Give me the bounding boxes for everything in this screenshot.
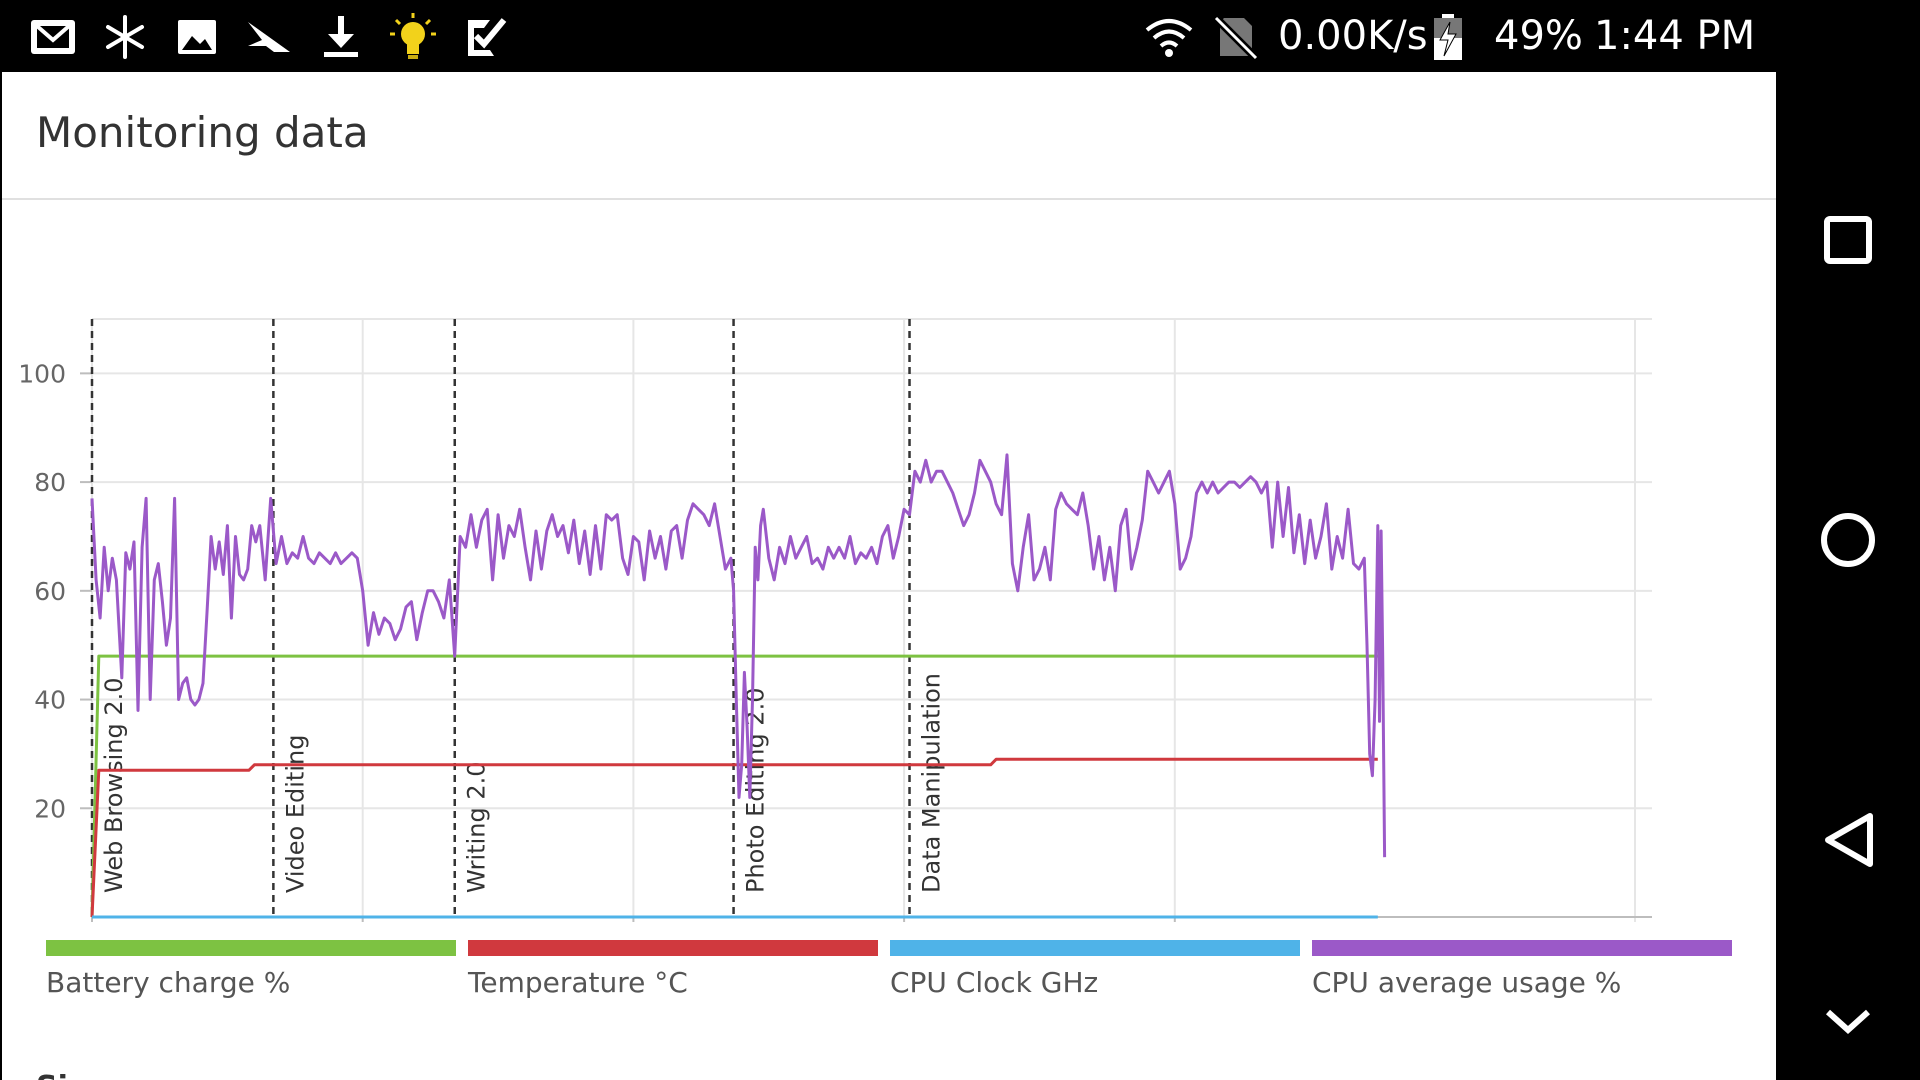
download-icon [324,16,358,57]
legend-label: CPU Clock GHz [890,966,1099,999]
legend-swatch [46,940,456,956]
legend-label: Battery charge % [46,966,291,999]
card-title: Monitoring data [36,108,369,157]
next-section-heading: Si [36,1070,68,1080]
home-circle-icon[interactable] [1798,490,1898,590]
y-tick-label: 100 [18,359,66,388]
test-markers: Web Browsing 2.0 Video Editing Writing 2.0… [90,319,946,917]
series-lines [90,453,1387,919]
axes: 2040608010000:0001:4003:2005:0006:40 [18,359,1652,922]
monitoring-chart: 2040608010000:0001:4003:2005:0006:40 Web… [18,318,1652,922]
back-triangle-icon[interactable] [1798,790,1898,890]
clock: 1:44 PM [1594,13,1756,59]
chevron-down-icon[interactable] [1798,970,1898,1070]
battery-charging-icon [1434,14,1462,60]
legend-item-cpu-clock[interactable]: CPU Clock GHz [890,940,1300,1004]
legend-swatch [468,940,878,956]
series-line-battery [90,654,1378,918]
series-line-cpu-usage [90,453,1387,858]
y-tick-label: 20 [34,794,66,823]
recents-square-icon[interactable] [1798,190,1898,290]
legend-swatch [890,940,1300,956]
legend-item-temperature[interactable]: Temperature °C [468,940,878,1004]
legend-label: CPU average usage % [1312,966,1622,999]
y-tick-label: 60 [34,577,66,606]
battery-percent: 49% [1494,13,1583,59]
monitoring-card: Monitoring data 2040608010000:0001:4003:… [2,72,1776,1080]
test-marker-label: Writing 2.0 [463,761,491,893]
navigation-bar [1776,0,1920,1080]
test-marker-label: Web Browsing 2.0 [100,678,128,893]
y-tick-label: 80 [34,468,66,497]
test-marker-label: Data Manipulation [918,673,946,893]
snowflake-icon [106,15,144,59]
wifi-icon [1145,19,1193,57]
legend-item-cpu-usage[interactable]: CPU average usage % [1312,940,1732,1004]
legend-label: Temperature °C [468,966,688,999]
series-line-temperature [90,757,1378,918]
legend-item-battery[interactable]: Battery charge % [46,940,456,1004]
image-icon [178,20,216,54]
status-bar: 0.00K/s 49% 1:44 PM [0,0,1920,72]
legend-swatch [1312,940,1732,956]
test-marker-label: Video Editing [281,735,309,893]
plane-icon [248,22,290,52]
grid [91,318,1652,922]
no-sim-icon [1213,15,1259,61]
lightbulb-icon [390,13,436,59]
network-speed: 0.00K/s [1278,13,1428,59]
checklist-icon [468,18,507,56]
y-tick-label: 40 [34,686,66,715]
gmail-icon [31,20,75,54]
card-header: Monitoring data [2,72,1776,200]
